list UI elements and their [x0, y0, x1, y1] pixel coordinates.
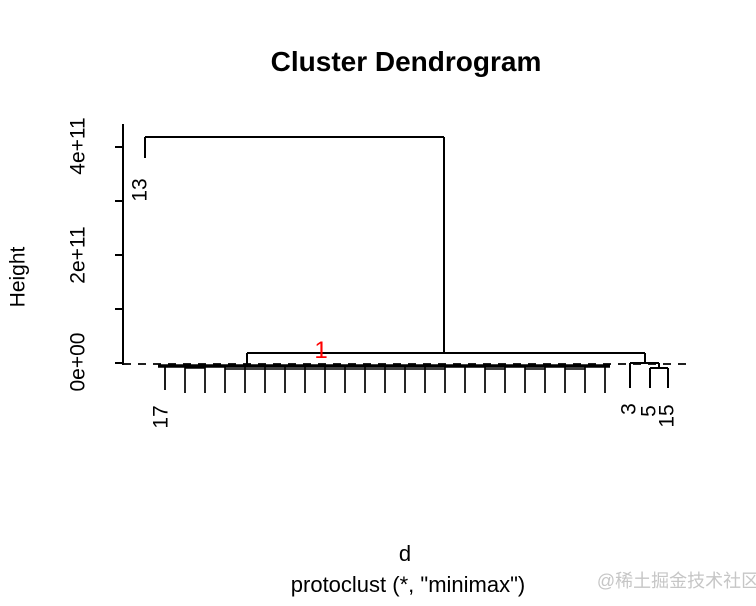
y-tick-label-0e00: 0e+00	[66, 332, 90, 392]
x-axis-label: d	[398, 541, 412, 566]
y-tick-label-4e11: 4e+11	[66, 117, 90, 175]
leaf-label-3: 3	[617, 403, 641, 415]
watermark: @稀土掘金技术社区	[596, 571, 756, 591]
plot-subtitle: protoclust (*, "minimax")	[290, 572, 526, 597]
dendrogram-lines	[115, 124, 692, 393]
y-axis-label: Height	[6, 246, 30, 308]
y-tick-label-2e11: 2e+11	[66, 226, 90, 284]
leaf-label-13: 13	[128, 178, 152, 202]
leaf-label-15: 15	[655, 404, 679, 428]
prototype-label-1: 1	[314, 337, 328, 364]
leaf-label-17: 17	[149, 405, 173, 429]
chart-title: Cluster Dendrogram	[270, 46, 542, 77]
